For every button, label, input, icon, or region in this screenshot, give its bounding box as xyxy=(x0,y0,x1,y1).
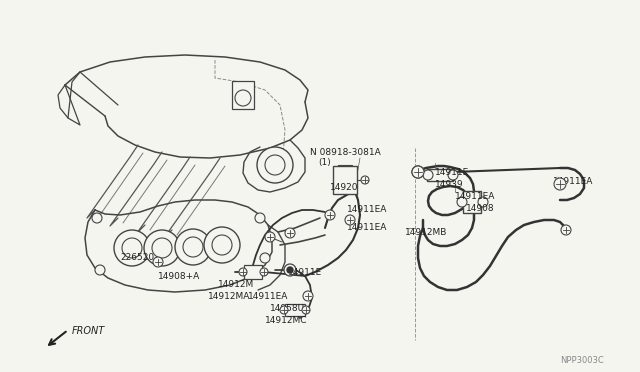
Bar xyxy=(427,169,453,181)
Text: 14911EA: 14911EA xyxy=(248,292,289,301)
Text: 14958U: 14958U xyxy=(270,304,305,313)
Circle shape xyxy=(212,235,232,255)
Text: 14911E: 14911E xyxy=(435,168,469,177)
Text: 14912MC: 14912MC xyxy=(265,316,307,325)
Text: 14911EA: 14911EA xyxy=(347,205,387,214)
Text: N 08918-3081A: N 08918-3081A xyxy=(310,148,381,157)
Circle shape xyxy=(448,170,458,180)
Bar xyxy=(285,304,305,316)
Circle shape xyxy=(554,178,566,190)
Text: FRONT: FRONT xyxy=(72,326,105,336)
Text: 14911EA: 14911EA xyxy=(455,192,495,201)
Circle shape xyxy=(255,213,265,223)
Text: 14920: 14920 xyxy=(330,183,358,192)
Circle shape xyxy=(303,291,313,301)
Circle shape xyxy=(95,265,105,275)
Bar xyxy=(232,81,254,109)
Circle shape xyxy=(235,90,251,106)
Text: 14911E: 14911E xyxy=(288,268,323,277)
Circle shape xyxy=(280,306,288,314)
Circle shape xyxy=(415,169,421,175)
Text: 14912MA: 14912MA xyxy=(208,292,250,301)
Bar xyxy=(333,166,357,194)
Circle shape xyxy=(152,238,172,258)
Circle shape xyxy=(183,237,203,257)
Circle shape xyxy=(457,197,467,207)
Text: (1): (1) xyxy=(318,158,331,167)
Text: 226520: 226520 xyxy=(120,253,154,262)
Circle shape xyxy=(423,170,433,180)
Circle shape xyxy=(175,229,211,265)
Circle shape xyxy=(92,213,102,223)
Text: 14911EA: 14911EA xyxy=(553,177,593,186)
Circle shape xyxy=(284,264,296,276)
Circle shape xyxy=(260,268,268,276)
Text: 14939: 14939 xyxy=(435,180,463,189)
Text: 14911EA: 14911EA xyxy=(347,223,387,232)
Circle shape xyxy=(478,197,488,207)
Circle shape xyxy=(122,238,142,258)
Circle shape xyxy=(361,176,369,184)
Circle shape xyxy=(144,230,180,266)
Text: 14908: 14908 xyxy=(466,204,495,213)
Circle shape xyxy=(412,166,424,178)
Text: NPP3003C: NPP3003C xyxy=(560,356,604,365)
Text: 14908+A: 14908+A xyxy=(158,272,200,281)
Circle shape xyxy=(265,155,285,175)
Bar xyxy=(244,265,262,279)
Circle shape xyxy=(345,215,355,225)
Circle shape xyxy=(265,232,275,242)
Text: 14912MB: 14912MB xyxy=(405,228,447,237)
Circle shape xyxy=(260,253,270,263)
Circle shape xyxy=(412,166,424,178)
Circle shape xyxy=(114,230,150,266)
Circle shape xyxy=(287,267,293,273)
Circle shape xyxy=(153,257,163,267)
Circle shape xyxy=(285,228,295,238)
Circle shape xyxy=(325,210,335,220)
Text: 14912M: 14912M xyxy=(218,280,254,289)
Circle shape xyxy=(257,147,293,183)
Bar xyxy=(463,191,481,213)
Circle shape xyxy=(204,227,240,263)
Circle shape xyxy=(239,268,247,276)
Circle shape xyxy=(302,306,310,314)
Circle shape xyxy=(561,225,571,235)
